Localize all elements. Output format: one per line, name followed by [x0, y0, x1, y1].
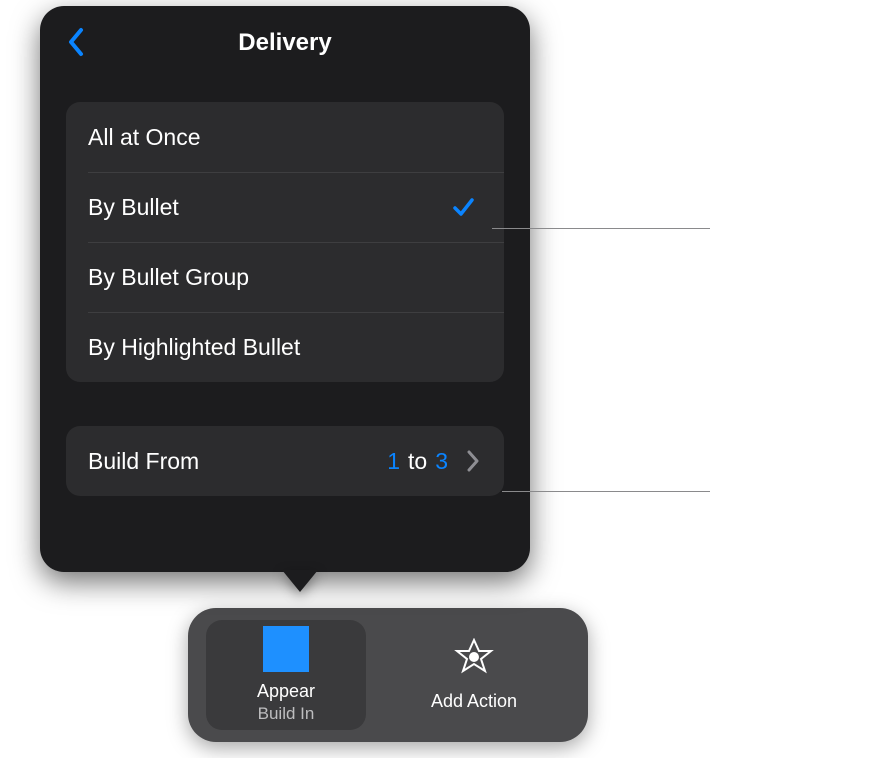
option-by-highlighted-bullet[interactable]: By Highlighted Bullet [66, 312, 504, 382]
option-label: All at Once [88, 124, 201, 151]
build-from-value: 1 [381, 448, 406, 475]
leader-line [492, 228, 710, 229]
delivery-popover: Delivery All at Once By Bullet By Bullet… [40, 6, 530, 572]
leader-line [502, 491, 710, 492]
add-action-title: Add Action [431, 690, 517, 713]
option-label: By Bullet Group [88, 264, 249, 291]
chevron-right-icon [464, 448, 482, 474]
popover-tail [282, 570, 318, 592]
build-from-group: Build From 1 to 3 [66, 426, 504, 496]
option-by-bullet-group[interactable]: By Bullet Group [66, 242, 504, 312]
appear-title: Appear [257, 680, 315, 703]
build-from-to-word: to [406, 448, 429, 475]
back-button[interactable] [60, 26, 92, 58]
build-from-label: Build From [88, 448, 199, 475]
appear-build-in-button[interactable]: Appear Build In [206, 620, 366, 730]
build-from-row[interactable]: Build From 1 to 3 [66, 426, 504, 496]
add-action-button[interactable]: Add Action [394, 620, 554, 730]
appear-subtitle: Build In [258, 703, 315, 724]
popover-header: Delivery [40, 6, 530, 80]
option-label: By Highlighted Bullet [88, 334, 300, 361]
add-action-icon [453, 638, 495, 680]
delivery-options-group: All at Once By Bullet By Bullet Group By… [66, 102, 504, 382]
option-all-at-once[interactable]: All at Once [66, 102, 504, 172]
appear-effect-icon [263, 626, 309, 672]
option-by-bullet[interactable]: By Bullet [66, 172, 504, 242]
build-to-value: 3 [429, 448, 454, 475]
option-label: By Bullet [88, 194, 179, 221]
effects-pill: Appear Build In Add Action [188, 608, 588, 742]
checkmark-icon [450, 194, 476, 220]
popover-title: Delivery [238, 29, 331, 57]
